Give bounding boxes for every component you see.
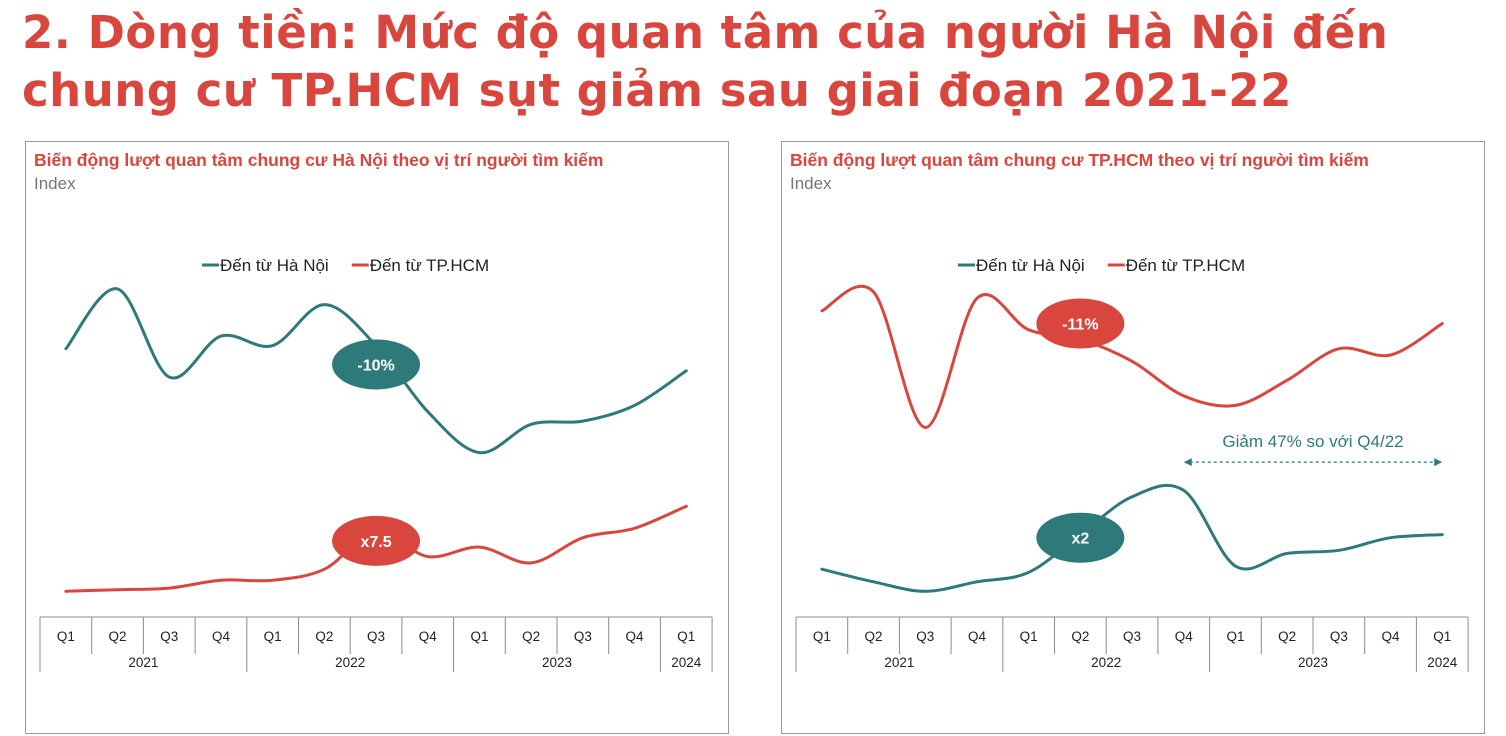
x-tick-label: Q1 — [677, 629, 695, 644]
x-tick-label: Q1 — [470, 629, 488, 644]
x-year-label: 2022 — [1091, 655, 1121, 670]
arrow-label: Giảm 47% so với Q4/22 — [1222, 432, 1403, 451]
series-line-1 — [820, 284, 1444, 430]
x-year-label: 2024 — [1427, 655, 1458, 670]
x-tick-label: Q2 — [1278, 629, 1296, 644]
line-chart-hcm: Đến từ Hà Nội Đến từ TP.HCM Q1 Q2 Q3 Q4 Q1 Q2 Q3… — [795, 256, 1469, 672]
page-title: 2. Dòng tiền: Mức độ quan tâm của người … — [22, 4, 1482, 120]
legend-label-1: Đến từ TP.HCM — [1126, 256, 1245, 275]
legend: Đến từ Hà Nội Đến từ TP.HCM — [958, 256, 1245, 275]
x-tick-label: Q3 — [1330, 629, 1348, 644]
legend-label-0: Đến từ Hà Nội — [220, 256, 329, 275]
line-chart-hanoi: Đến từ Hà Nội Đến từ TP.HCM Q1 Q2 Q3 Q4 Q1 Q2 Q3… — [39, 256, 713, 672]
category-axis — [39, 616, 713, 672]
x-tick-label: Q3 — [367, 629, 385, 644]
x-tick-label: Q2 — [522, 629, 540, 644]
x-tick-label: Q2 — [315, 629, 333, 644]
x-tick-label: Q3 — [916, 629, 934, 644]
x-tick-label: Q4 — [419, 629, 438, 644]
change-badge: x2 — [1036, 512, 1125, 563]
chart-title: Biến động lượt quan tâm chung cư TP.HCM … — [790, 150, 1369, 170]
badge-label: x7.5 — [360, 534, 391, 551]
x-tick-label: Q1 — [1020, 629, 1038, 644]
change-badge: -11% — [1036, 298, 1125, 349]
x-year-label: 2023 — [542, 655, 572, 670]
page-title-line1: 2. Dòng tiền: Mức độ quan tâm của người … — [22, 6, 1389, 59]
badge-ellipse — [1036, 512, 1125, 563]
x-tick-label: Q3 — [160, 629, 178, 644]
x-tick-label: Q4 — [1175, 629, 1194, 644]
x-tick-label: Q1 — [264, 629, 282, 644]
change-badge: x7.5 — [332, 515, 421, 566]
x-tick-label: Q2 — [865, 629, 883, 644]
series-line-0 — [820, 483, 1444, 593]
chart-panel-hcm: Biến động lượt quan tâm chung cư TP.HCM … — [781, 141, 1485, 734]
x-tick-label: Q4 — [968, 629, 987, 644]
x-tick-label: Q2 — [109, 629, 127, 644]
x-tick-label: Q3 — [1123, 629, 1141, 644]
x-year-label: 2021 — [128, 655, 158, 670]
x-tick-label: Q4 — [212, 629, 231, 644]
x-tick-label: Q3 — [574, 629, 592, 644]
x-tick-label: Q4 — [626, 629, 645, 644]
page-title-line2: chung cư TP.HCM sụt giảm sau giai đoạn 2… — [22, 64, 1292, 117]
x-tick-label: Q1 — [57, 629, 75, 644]
badge-ellipse — [332, 339, 421, 390]
change-arrow: Giảm 47% so với Q4/22 — [1183, 432, 1443, 467]
x-year-label: 2023 — [1298, 655, 1328, 670]
x-tick-label: Q1 — [1433, 629, 1451, 644]
x-tick-label: Q4 — [1382, 629, 1401, 644]
chart-panel-hanoi: Biến động lượt quan tâm chung cư Hà Nội … — [25, 141, 729, 734]
badge-ellipse — [332, 515, 421, 566]
x-tick-label: Q2 — [1071, 629, 1089, 644]
x-year-label: 2022 — [335, 655, 365, 670]
category-axis — [795, 616, 1469, 672]
legend-label-1: Đến từ TP.HCM — [370, 256, 489, 275]
badge-ellipse — [1036, 298, 1125, 349]
x-year-label: 2024 — [671, 655, 702, 670]
x-tick-label: Q1 — [813, 629, 831, 644]
chart-title: Biến động lượt quan tâm chung cư Hà Nội … — [34, 150, 604, 170]
arrow-head-right — [1434, 458, 1443, 467]
arrow-head-left — [1183, 458, 1192, 467]
badge-label: x2 — [1071, 531, 1089, 548]
chart-subtitle: Index — [790, 174, 832, 193]
legend: Đến từ Hà Nội Đến từ TP.HCM — [202, 256, 489, 275]
chart-subtitle: Index — [34, 174, 76, 193]
change-badge: -10% — [332, 339, 421, 390]
x-year-label: 2021 — [884, 655, 914, 670]
badge-label: -11% — [1062, 317, 1098, 334]
series-line-0 — [64, 287, 688, 455]
x-tick-label: Q1 — [1226, 629, 1244, 644]
legend-label-0: Đến từ Hà Nội — [976, 256, 1085, 275]
badge-label: -10% — [357, 357, 394, 374]
